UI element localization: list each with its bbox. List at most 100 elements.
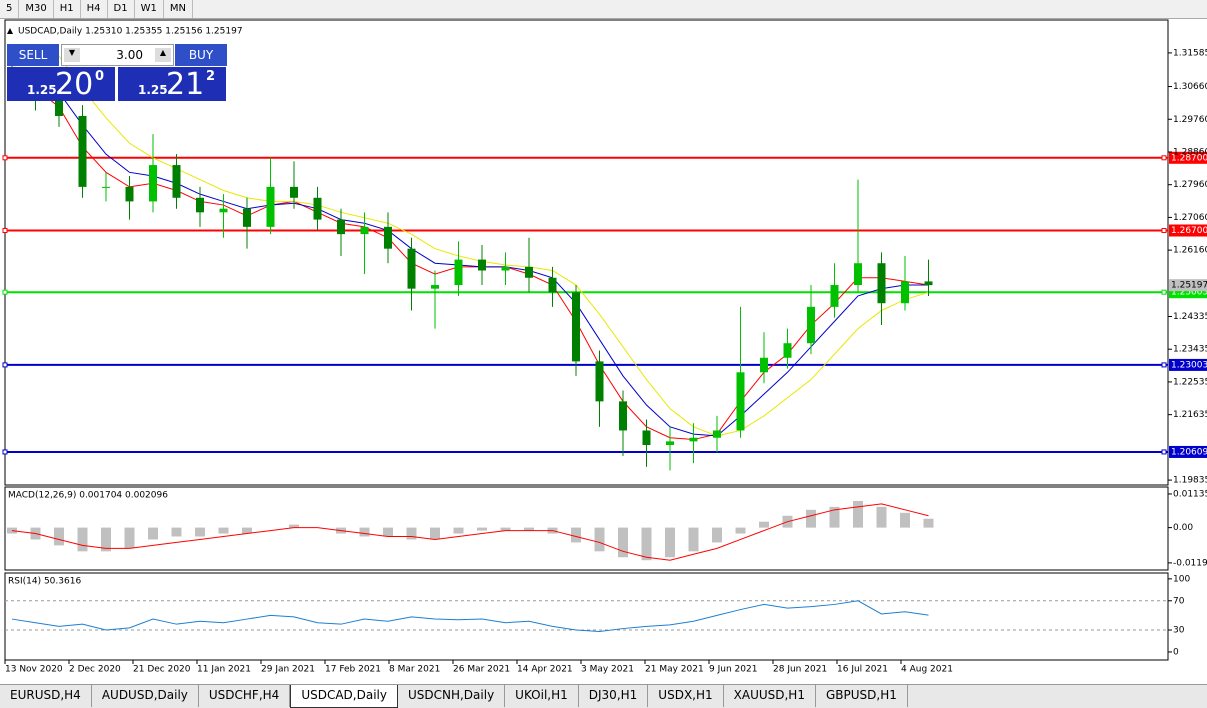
candle-body — [290, 186, 298, 198]
y-tick-label: 0.00 — [1173, 523, 1193, 533]
candle-body — [102, 186, 110, 188]
x-tick-label: 4 Aug 2021 — [901, 665, 953, 675]
timeframe-button[interactable]: W1 — [135, 0, 164, 18]
x-tick-label: 16 Jul 2021 — [837, 665, 888, 675]
candle-body — [901, 281, 909, 304]
level-handle — [2, 155, 8, 161]
rsi-line — [11, 600, 929, 632]
timeframe-button[interactable]: 5 — [0, 0, 20, 18]
x-tick-label: 29 Jan 2021 — [261, 665, 315, 675]
lot-box[interactable]: ▼ 3.00 ▲ — [61, 44, 174, 66]
macd-bar — [735, 527, 746, 534]
y-tick-label: 1.29760 — [1173, 115, 1207, 125]
collapse-icon[interactable] — [7, 28, 13, 34]
candle-body — [642, 430, 651, 446]
chart-tab[interactable]: USDCAD,Daily — [290, 685, 398, 708]
candle-body — [548, 277, 557, 293]
candle-body — [854, 263, 862, 286]
buy-price[interactable]: 1.25 21 2 — [118, 67, 226, 102]
chart-tabs: EURUSD,H4 AUDUSD,Daily USDCHF,H4 USDCAD,Dai… — [0, 684, 1207, 708]
candle-body — [501, 266, 510, 271]
level-handle — [2, 289, 8, 295]
candle-body — [384, 226, 392, 249]
chart-tab[interactable]: GBPUSD,H1 — [816, 685, 908, 707]
chart: USDCAD,Daily 1.25310 1.25355 1.25156 1.2… — [0, 19, 1207, 684]
lot-up[interactable]: ▲ — [155, 48, 171, 62]
macd-bar — [759, 521, 769, 528]
candle-body — [478, 259, 486, 271]
candle-body — [407, 248, 416, 289]
chart-tab[interactable]: UKOil,H1 — [505, 685, 579, 707]
buy-button[interactable]: BUY — [175, 44, 227, 66]
sell-price[interactable]: 1.25 20 0 — [7, 67, 115, 102]
candle-body — [713, 430, 721, 438]
macd-bar — [500, 527, 511, 531]
macd-bar — [853, 500, 863, 528]
macd-bar — [641, 527, 652, 561]
x-tick-label: 17 Feb 2021 — [325, 665, 381, 675]
y-tick-label: 1.19835 — [1173, 476, 1207, 486]
candle-body — [760, 357, 768, 373]
macd-bar — [688, 527, 699, 552]
macd-bar — [101, 527, 111, 552]
macd-bar — [7, 527, 17, 534]
y-tick-label: 30 — [1173, 626, 1185, 636]
last-price-box — [1169, 279, 1207, 292]
macd-bar — [876, 506, 887, 528]
candle-body — [149, 165, 157, 202]
candle-body — [736, 372, 745, 431]
chart-tab[interactable]: USDCHF,H4 — [199, 685, 291, 707]
signal-line — [11, 503, 929, 561]
macd-bar — [806, 509, 816, 528]
macd-bar — [477, 527, 487, 531]
y-tick-label: -0.01190 — [1173, 558, 1207, 568]
price-sup: 2 — [206, 69, 216, 84]
macd-bar — [571, 527, 581, 543]
sell-button[interactable]: SELL — [7, 44, 59, 66]
macd-bar — [218, 527, 229, 534]
chart-tab[interactable]: USDX,H1 — [648, 685, 724, 707]
level-handle — [2, 228, 8, 234]
price-big: 21 — [166, 67, 205, 102]
candle-body — [877, 263, 886, 304]
candle-body — [689, 437, 698, 442]
panel-frame — [4, 486, 1169, 571]
x-tick-label: 2 Dec 2020 — [69, 665, 121, 675]
macd-bar — [665, 527, 675, 558]
chart-tab[interactable]: USDCNH,Daily — [398, 685, 506, 707]
timeframe-button[interactable]: D1 — [108, 0, 135, 18]
x-tick-label: 21 May 2021 — [645, 665, 704, 675]
chart-tab[interactable]: AUDUSD,Daily — [92, 685, 199, 707]
timeframe-button[interactable]: MN — [164, 0, 193, 18]
macd-bar — [524, 527, 534, 531]
level-price-label: 1.26700 — [1171, 226, 1207, 236]
indicator-title: MACD(12,26,9) 0.001704 0.002096 — [8, 491, 168, 501]
lot-value[interactable]: 3.00 — [116, 48, 143, 62]
candle-body — [266, 186, 275, 227]
candle-body — [666, 441, 674, 446]
macd-bar — [829, 506, 840, 528]
timeframe-button[interactable]: H4 — [81, 0, 108, 18]
chart-tab[interactable]: DJ30,H1 — [579, 685, 649, 707]
level-price-box — [1169, 224, 1207, 237]
macd-bar — [900, 512, 910, 528]
chart-header: USDCAD,Daily 1.25310 1.25355 1.25156 1.2… — [18, 27, 243, 37]
macd-bar — [77, 527, 88, 552]
x-tick-label: 8 Mar 2021 — [389, 665, 440, 675]
candle-body — [783, 343, 792, 358]
level-price-box — [1169, 445, 1207, 458]
y-tick-label: 1.27960 — [1173, 180, 1207, 190]
y-tick-label: 1.26160 — [1173, 246, 1207, 256]
lot-down[interactable]: ▼ — [64, 48, 80, 62]
chart-tab[interactable]: XAUUSD,H1 — [724, 685, 816, 707]
macd-bar — [383, 527, 393, 537]
y-tick-label: 1.23435 — [1173, 345, 1207, 355]
candle-body — [196, 197, 204, 213]
price-big: 20 — [55, 67, 94, 102]
panel-frame — [4, 572, 1169, 661]
timeframe-button[interactable]: M30 — [19, 0, 54, 18]
chart-tab[interactable]: EURUSD,H4 — [0, 685, 92, 707]
timeframe-button[interactable]: H1 — [54, 0, 81, 18]
macd-bar — [430, 527, 440, 540]
